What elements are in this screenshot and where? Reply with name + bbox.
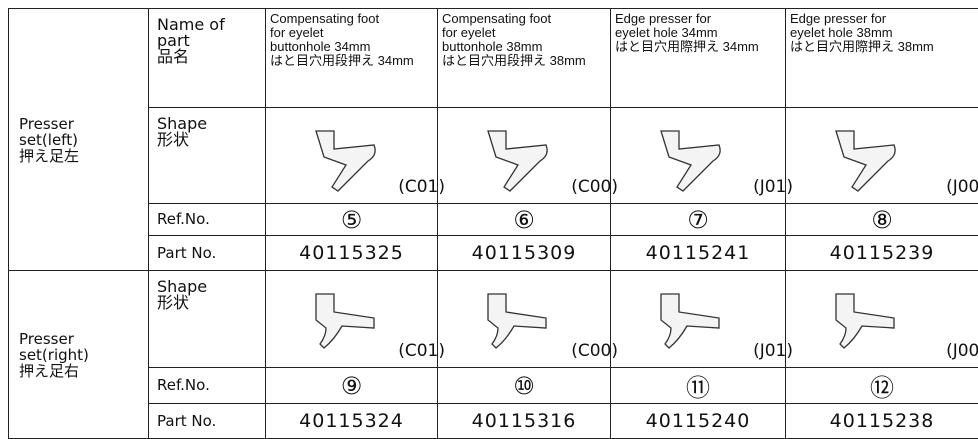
row: Shape 形状(C01)(C00)(J01) (J00) (9, 108, 978, 204)
ref-no: ⑤ (266, 204, 438, 236)
group-label: Presser set(right) 押え足右 (9, 271, 149, 439)
shape-outline (836, 131, 895, 191)
shape-cell: (J00) (786, 108, 978, 204)
shape-icon (304, 123, 384, 193)
shape-icon (304, 286, 384, 356)
part-name: Compensating foot for eyelet buttonhole … (266, 9, 438, 108)
shape-icon (476, 286, 556, 356)
part-no: 40115241 (611, 236, 786, 271)
shape-icon (476, 123, 556, 193)
part-no: 40115309 (438, 236, 611, 271)
part-no: 40115239 (786, 236, 978, 271)
ref-no: ⑫ (786, 368, 978, 404)
shape-outline (836, 294, 894, 348)
shape-outline (661, 294, 719, 348)
part-name: Compensating foot for eyelet buttonhole … (438, 9, 611, 108)
ref-no: ⑪ (611, 368, 786, 404)
row-label: Part No. (149, 236, 266, 271)
row-label: Shape 形状 (149, 108, 266, 204)
ref-no: ⑩ (438, 368, 611, 404)
ref-no: ⑧ (786, 204, 978, 236)
part-name: Edge presser for eyelet hole 34mm はと目穴用際… (611, 9, 786, 108)
part-no: 40115324 (266, 404, 438, 439)
shape-icon (824, 123, 904, 193)
shape-outline (661, 131, 720, 191)
shape-icon (649, 123, 729, 193)
shape-outline (488, 131, 547, 191)
shape-outline (316, 131, 375, 191)
shape-code: (J00) (946, 177, 978, 197)
shape-outline (316, 294, 374, 348)
ref-no: ⑦ (611, 204, 786, 236)
part-no: 40115240 (611, 404, 786, 439)
ref-no: ⑥ (438, 204, 611, 236)
row-label: Part No. (149, 404, 266, 439)
shape-cell: (J00) (786, 271, 978, 368)
shape-cell: (J01) (611, 271, 786, 368)
shape-cell: (C01) (266, 108, 438, 204)
group-label: Presser set(left) 押え足左 (9, 9, 149, 271)
shape-outline (488, 294, 546, 348)
shape-code: (J00) (946, 341, 978, 361)
part-no: 40115238 (786, 404, 978, 439)
shape-cell: (C00) (438, 108, 611, 204)
part-name: Edge presser for eyelet hole 38mm はと目穴用際… (786, 9, 978, 108)
shape-cell: (J01) (611, 108, 786, 204)
row-label: Name of part 品名 (149, 9, 266, 108)
row-label: Ref.No. (149, 204, 266, 236)
part-no: 40115325 (266, 236, 438, 271)
ref-no: ⑨ (266, 368, 438, 404)
shape-icon (649, 286, 729, 356)
shape-cell: (C00) (438, 271, 611, 368)
row-label: Ref.No. (149, 368, 266, 404)
shape-icon (824, 286, 904, 356)
part-no: 40115316 (438, 404, 611, 439)
row-label: Shape 形状 (149, 271, 266, 368)
shape-cell: (C01) (266, 271, 438, 368)
